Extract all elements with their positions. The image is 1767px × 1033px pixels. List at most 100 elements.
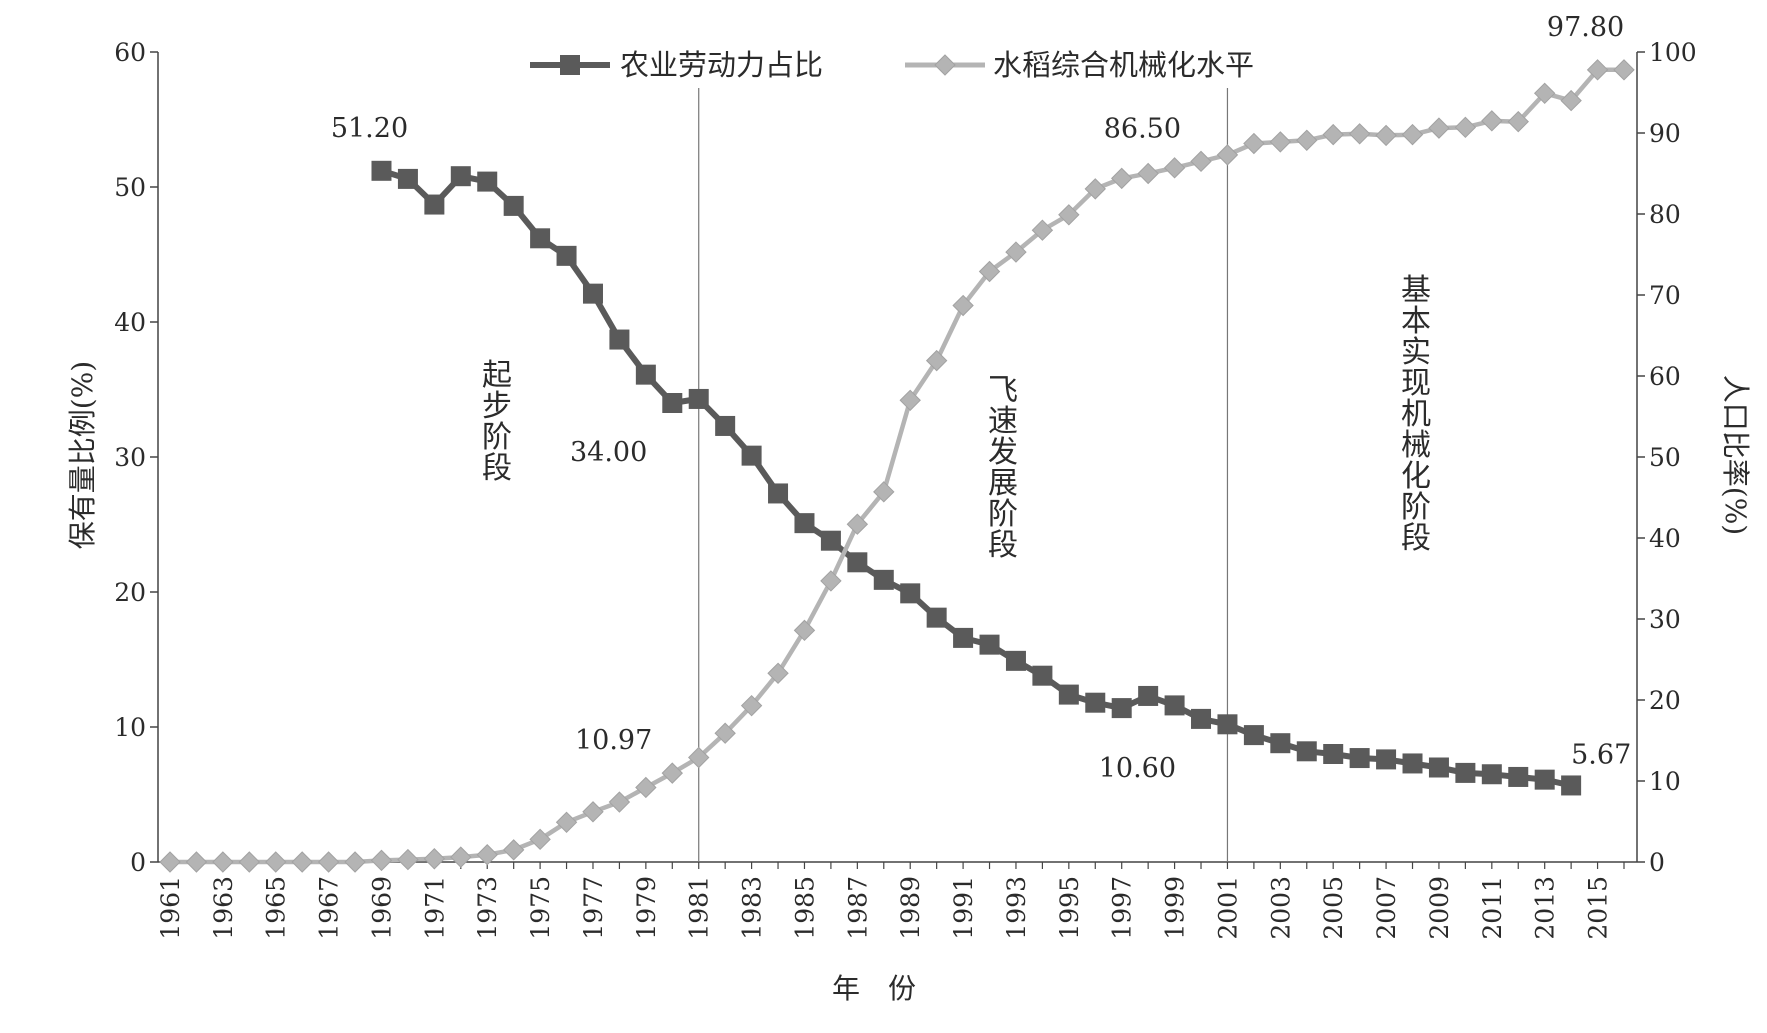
stage-label-char: 速 [988, 404, 1018, 439]
stage-label-char: 阶 [988, 497, 1018, 532]
mechanization-point [873, 481, 895, 503]
x-tick-label: 2013 [1531, 876, 1560, 940]
stage-label-char: 段 [988, 528, 1018, 563]
mechanization-point [1137, 162, 1159, 185]
mechanization-point [423, 848, 446, 870]
mechanization-point [1322, 123, 1344, 146]
stage-label-char: 飞 [988, 373, 1018, 408]
labor-share-point [715, 415, 736, 436]
labor-share-point [609, 329, 630, 350]
mechanization-point [1401, 123, 1424, 146]
mechanization-point [1084, 178, 1106, 200]
right-y-tick-label: 50 [1649, 443, 1681, 472]
labor-share-point [1058, 684, 1079, 705]
mechanization-point [502, 839, 525, 861]
labor-share-point [450, 166, 471, 187]
labor-share-point [953, 627, 974, 648]
mechanization-point [265, 851, 287, 873]
mechanization-point [925, 349, 948, 372]
labor-share-point [820, 530, 841, 551]
x-tick-label: 1989 [896, 876, 925, 940]
mechanization-point [1111, 167, 1133, 190]
labor-share-point [1085, 692, 1106, 713]
series-line-1 [380, 167, 1572, 789]
labor-share-point [1561, 775, 1582, 796]
right-y-axis-title: 人口比率(%) [1719, 375, 1752, 535]
data-label: 5.67 [1571, 739, 1631, 770]
x-axis-title: 年 份 [832, 972, 916, 1005]
mechanization-point [952, 294, 974, 317]
mechanization-point [1243, 132, 1265, 155]
mechanization-point [1296, 129, 1318, 151]
labor-share-point [477, 171, 498, 192]
right-y-tick-label: 90 [1649, 119, 1681, 148]
legend-label-2: 水稻综合机械化水平 [993, 48, 1254, 82]
labor-share-point [1243, 725, 1264, 746]
mechanization-point [793, 619, 816, 642]
labor-share-point [1138, 685, 1159, 706]
data-label: 86.50 [1104, 113, 1181, 144]
mechanization-point [1005, 241, 1027, 263]
series-layer [159, 59, 1635, 873]
labor-share-point [741, 445, 762, 466]
stage-label-char: 现 [1401, 366, 1431, 401]
x-tick-label: 2007 [1372, 876, 1401, 940]
right-y-tick-label: 30 [1649, 605, 1681, 634]
mechanization-point [529, 828, 551, 851]
mechanization-point [1481, 110, 1503, 132]
x-tick-label: 1981 [685, 876, 714, 940]
x-tick-label: 1985 [790, 876, 819, 940]
mechanization-point [212, 851, 234, 873]
mechanization-point [317, 851, 340, 873]
mechanization-point [740, 694, 763, 717]
x-tick-label: 1993 [1002, 876, 1031, 940]
x-tick-label: 2011 [1478, 876, 1507, 940]
mechanization-point [1507, 110, 1529, 133]
labor-share-point [530, 228, 551, 249]
mechanization-point [1348, 123, 1371, 145]
x-tick-label: 1967 [315, 876, 344, 940]
mechanization-point [1613, 59, 1635, 81]
mechanization-point [688, 746, 710, 769]
left-y-tick-label: 60 [114, 38, 146, 67]
labor-share-point [556, 245, 577, 266]
left-y-tick-label: 50 [114, 173, 146, 202]
mechanization-point [555, 811, 578, 834]
labor-share-point [1111, 698, 1132, 719]
labor-share-point [926, 607, 947, 628]
stage-label-char: 起 [482, 358, 512, 393]
mechanization-point [370, 849, 393, 872]
x-tick-label: 1979 [632, 876, 661, 940]
stage-label-char: 段 [482, 451, 512, 486]
right-y-tick-label: 60 [1649, 362, 1681, 391]
mechanization-point [1190, 150, 1212, 173]
left-y-axis-title: 保有量比例(%) [66, 361, 99, 549]
labor-share-point [1349, 748, 1370, 769]
x-tick-label: 2001 [1213, 876, 1242, 940]
right-y-tick-label: 0 [1649, 848, 1665, 877]
labor-share-point [1191, 708, 1212, 729]
labor-share-point [900, 583, 921, 604]
labor-share-point [1032, 665, 1053, 686]
labor-share-point [1481, 764, 1502, 785]
x-tick-label: 1971 [420, 876, 449, 940]
labor-share-point [635, 364, 656, 385]
x-tick-label: 2005 [1319, 876, 1348, 940]
labor-share-point [582, 283, 603, 304]
labor-share-point [662, 393, 683, 413]
mechanization-point [450, 846, 472, 868]
left-y-tick-label: 10 [114, 713, 146, 742]
legend-swatch-marker-1 [560, 55, 580, 75]
x-tick-label: 1997 [1108, 876, 1137, 940]
mechanization-point [1454, 116, 1477, 139]
right-y-tick-label: 70 [1649, 281, 1681, 310]
labor-share-point [1164, 695, 1185, 716]
text-layer: 0 10 20 30 40 50 60 0 10 20 30 40 50 60 70 80 90 100 1961 1… [66, 12, 1752, 1005]
left-y-tick-label: 0 [130, 848, 146, 877]
mechanization-point [1533, 82, 1556, 105]
labor-share-point [1005, 650, 1026, 671]
legend-label-1: 农业劳动力占比 [620, 48, 823, 82]
labor-share-point [1296, 741, 1317, 762]
data-label: 10.60 [1099, 753, 1176, 784]
x-tick-label: 1961 [156, 876, 185, 940]
